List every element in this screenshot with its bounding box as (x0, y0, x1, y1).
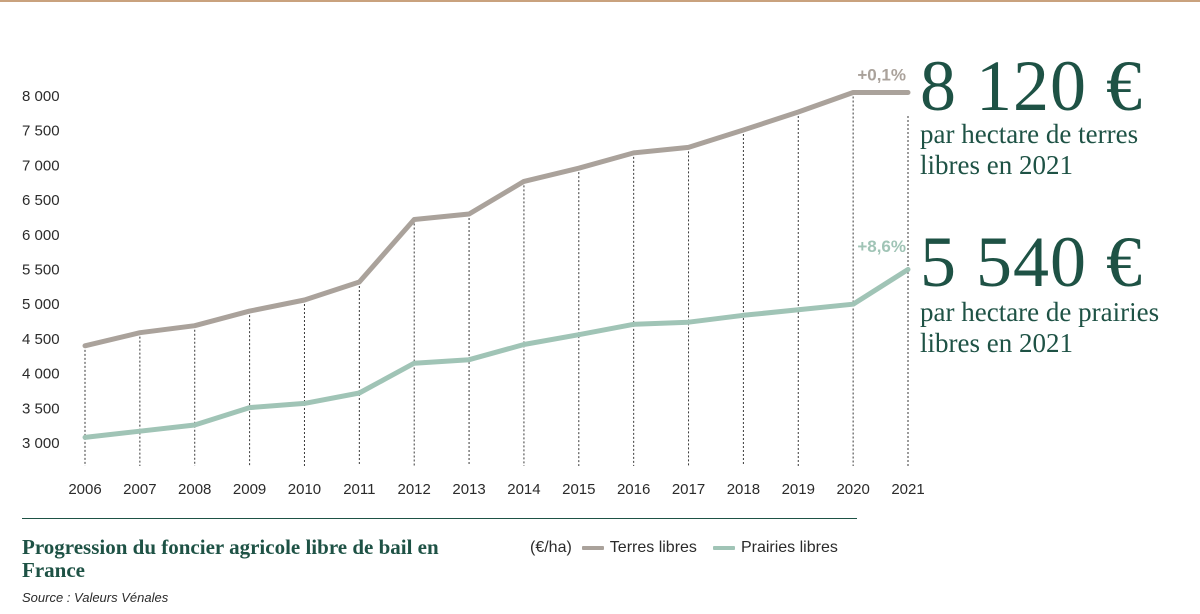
terres-highlight-caption: par hectare de terres libres en 2021 (920, 119, 1139, 180)
x-tick-label: 2007 (123, 481, 156, 498)
chart-title: Progression du foncier agricole libre de… (22, 535, 439, 582)
x-tick-label: 2015 (562, 481, 595, 498)
chart-source: Source : Valeurs Vénales (22, 590, 169, 605)
y-tick-label: 4 000 (22, 366, 60, 383)
series-line-terres (82, 90, 911, 349)
x-tick-label: 2018 (727, 481, 760, 498)
series-lines (82, 90, 911, 440)
legend-swatch-terres (581, 546, 604, 550)
x-tick-label: 2013 (452, 481, 485, 498)
y-tick-label: 5 000 (22, 296, 60, 313)
y-tick-label: 4 500 (22, 331, 60, 348)
x-tick-label: 2016 (617, 481, 650, 498)
y-tick-label: 3 500 (22, 400, 60, 417)
y-tick-label: 6 000 (22, 227, 60, 244)
x-tick-label: 2006 (68, 481, 101, 498)
x-tick-label: 2008 (178, 481, 211, 498)
x-tick-label: 2020 (836, 481, 869, 498)
legend-item-terres: Terres libres (581, 539, 697, 557)
legend-swatch-prairies (712, 546, 735, 550)
x-tick-label: 2014 (507, 481, 540, 498)
legend-item-prairies: Prairies libres (712, 539, 838, 557)
legend-label-prairies: Prairies libres (740, 539, 838, 556)
x-tick-label: 2009 (233, 481, 266, 498)
series-line-prairies (82, 267, 911, 440)
prairies-highlight-caption: par hectare de prairies libres en 2021 (920, 297, 1160, 358)
legend-label-terres: Terres libres (609, 539, 697, 556)
y-tick-label: 6 500 (22, 192, 60, 209)
prairies-highlight-value: 5 540 € (920, 222, 1143, 302)
x-tick-label: 2012 (398, 481, 431, 498)
chart-legend: (€/ha) Terres libres Prairies libres (530, 538, 854, 558)
y-tick-label: 5 500 (22, 262, 60, 279)
x-tick-label: 2019 (782, 481, 815, 498)
y-tick-label: 3 000 (22, 435, 60, 452)
x-axis-ticks: 2006 2007 2008 2009 2010 2011 2012 2013 2014 2015… (68, 481, 924, 498)
series-annotations: +0,1% +8,6% (857, 66, 906, 257)
series-annotation-prairies: +8,6% (857, 237, 906, 256)
y-tick-label: 7 500 (22, 123, 60, 140)
terres-highlight-value: 8 120 € (920, 46, 1143, 126)
y-axis-ticks: 3 000 3 500 4 000 4 500 5 000 5 500 6 000 6 500… (22, 88, 60, 452)
x-tick-label: 2011 (343, 481, 375, 498)
legend-unit: (€/ha) (530, 539, 572, 556)
footer-divider (22, 518, 857, 519)
x-tick-label: 2017 (672, 481, 705, 498)
grid-lines (84, 96, 909, 466)
x-tick-label: 2021 (891, 481, 924, 498)
series-annotation-terres: +0,1% (857, 66, 906, 85)
x-tick-label: 2010 (288, 481, 321, 498)
y-tick-label: 8 000 (22, 88, 60, 105)
y-tick-label: 7 000 (22, 157, 60, 174)
